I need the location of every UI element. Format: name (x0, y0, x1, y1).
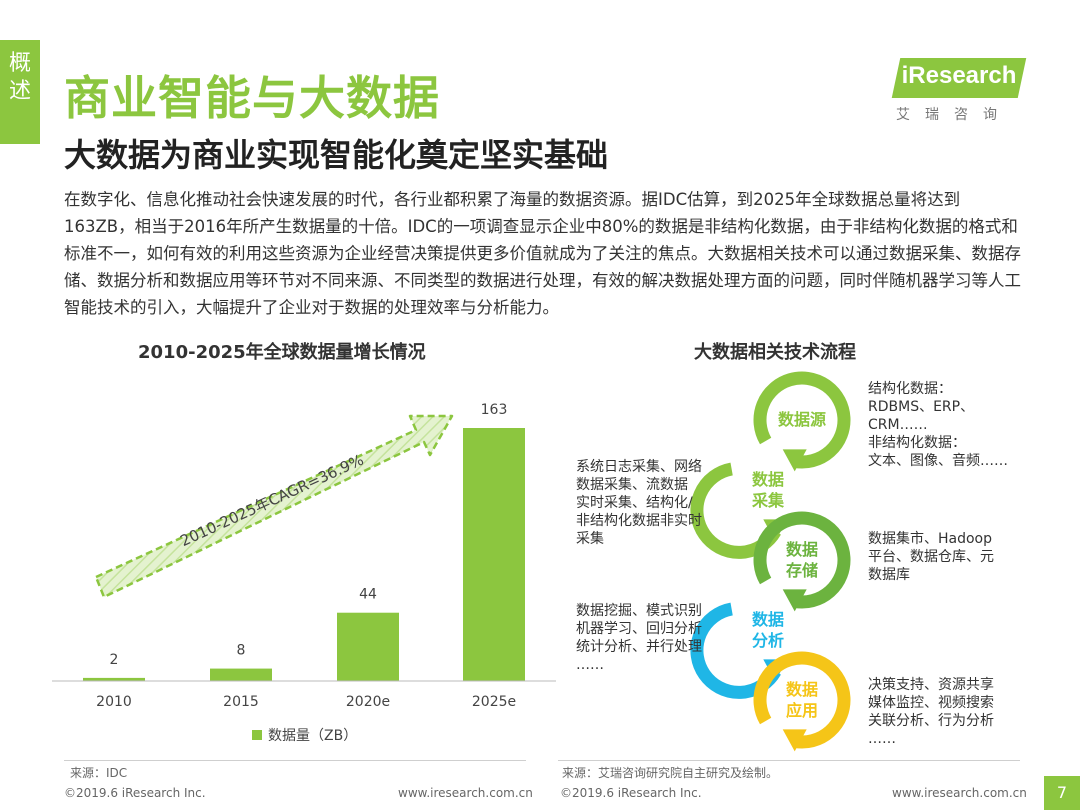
flow-step-label-2: 数据采集 (751, 470, 785, 510)
intro-paragraph: 在数字化、信息化推动社会快速发展的时代，各行业都积累了海量的数据资源。据IDC估… (64, 190, 1021, 317)
website-right: www.iresearch.com.cn (892, 786, 1027, 800)
flow-title: 大数据相关技术流程 (694, 342, 856, 363)
x-tick-label: 2020e (346, 694, 390, 710)
legend-swatch (252, 730, 262, 740)
bar-value-label: 8 (237, 643, 246, 659)
footer-rule-right (558, 760, 1020, 761)
bar-value-label: 2 (110, 652, 119, 668)
footer-rule-left (64, 760, 526, 761)
flow-arc-3 (753, 511, 851, 609)
flow-arrowhead-3 (782, 589, 807, 612)
flow-step-label-3: 数据存储 (786, 540, 818, 580)
x-tick-label: 2015 (223, 694, 259, 710)
cagr-annotation: 2010-2025年CAGR=36.9% (177, 451, 366, 550)
flow-note-3: 数据集市、Hadoop 平台、数据仓库、元 数据库 (868, 531, 994, 583)
bar-2025e (463, 428, 525, 681)
copyright-left: ©2019.6 iResearch Inc. (64, 786, 206, 800)
flow-note-2: 系统日志采集、网络 数据采集、流数据 实时采集、结构化/ 非结构化数据非实时 采… (576, 459, 702, 547)
copyright-right: ©2019.6 iResearch Inc. (560, 786, 702, 800)
bar-2020e (337, 612, 399, 681)
x-tick-label: 2025e (472, 694, 516, 710)
chart-title: 2010-2025年全球数据量增长情况 (138, 342, 426, 363)
section-tab-char-2: 述 (8, 79, 31, 104)
flow-arrowhead-5 (782, 729, 807, 752)
flow-arrowhead-1 (782, 449, 807, 472)
flow-step-label-4: 数据分析 (752, 610, 784, 650)
x-tick-label: 2010 (96, 694, 132, 710)
logo-subtitle: 艾瑞咨询 (896, 107, 1012, 123)
source-right: 来源：艾瑞咨询研究院自主研究及绘制。 (562, 766, 779, 780)
legend-label: 数据量（ZB） (268, 728, 357, 744)
source-left: 来源：IDC (70, 766, 128, 780)
iresearch-logo: iResearch (901, 62, 1017, 89)
page-title: 商业智能与大数据 (64, 71, 440, 125)
flow-step-label-5: 数据应用 (786, 680, 818, 720)
section-tab-char-1: 概 (8, 51, 31, 76)
page-number: 7 (1044, 776, 1080, 810)
bar-2010 (83, 677, 145, 681)
bar-value-label: 44 (359, 587, 377, 603)
section-tab: 概 述 (0, 40, 40, 144)
flow-arc-1 (753, 371, 851, 469)
page-subtitle: 大数据为商业实现智能化奠定坚实基础 (64, 136, 609, 174)
flow-step-label-1: 数据源 (778, 410, 826, 429)
flow-note-5: 决策支持、资源共享 媒体监控、视频搜索 关联分析、行为分析 …… (868, 677, 994, 747)
cagr-arrow: 2010-2025年CAGR=36.9% (94, 414, 454, 599)
flow-note-4: 数据挖掘、模式识别 机器学习、回归分析 统计分析、并行处理 …… (576, 603, 702, 673)
flow-note-1: 结构化数据： RDBMS、ERP、 CRM…… 非结构化数据： 文本、图像、音频… (868, 381, 1008, 469)
website-left: www.iresearch.com.cn (398, 786, 533, 800)
flow-arc-5 (753, 651, 851, 749)
bar-2015 (210, 668, 272, 681)
bar-value-label: 163 (481, 402, 508, 418)
